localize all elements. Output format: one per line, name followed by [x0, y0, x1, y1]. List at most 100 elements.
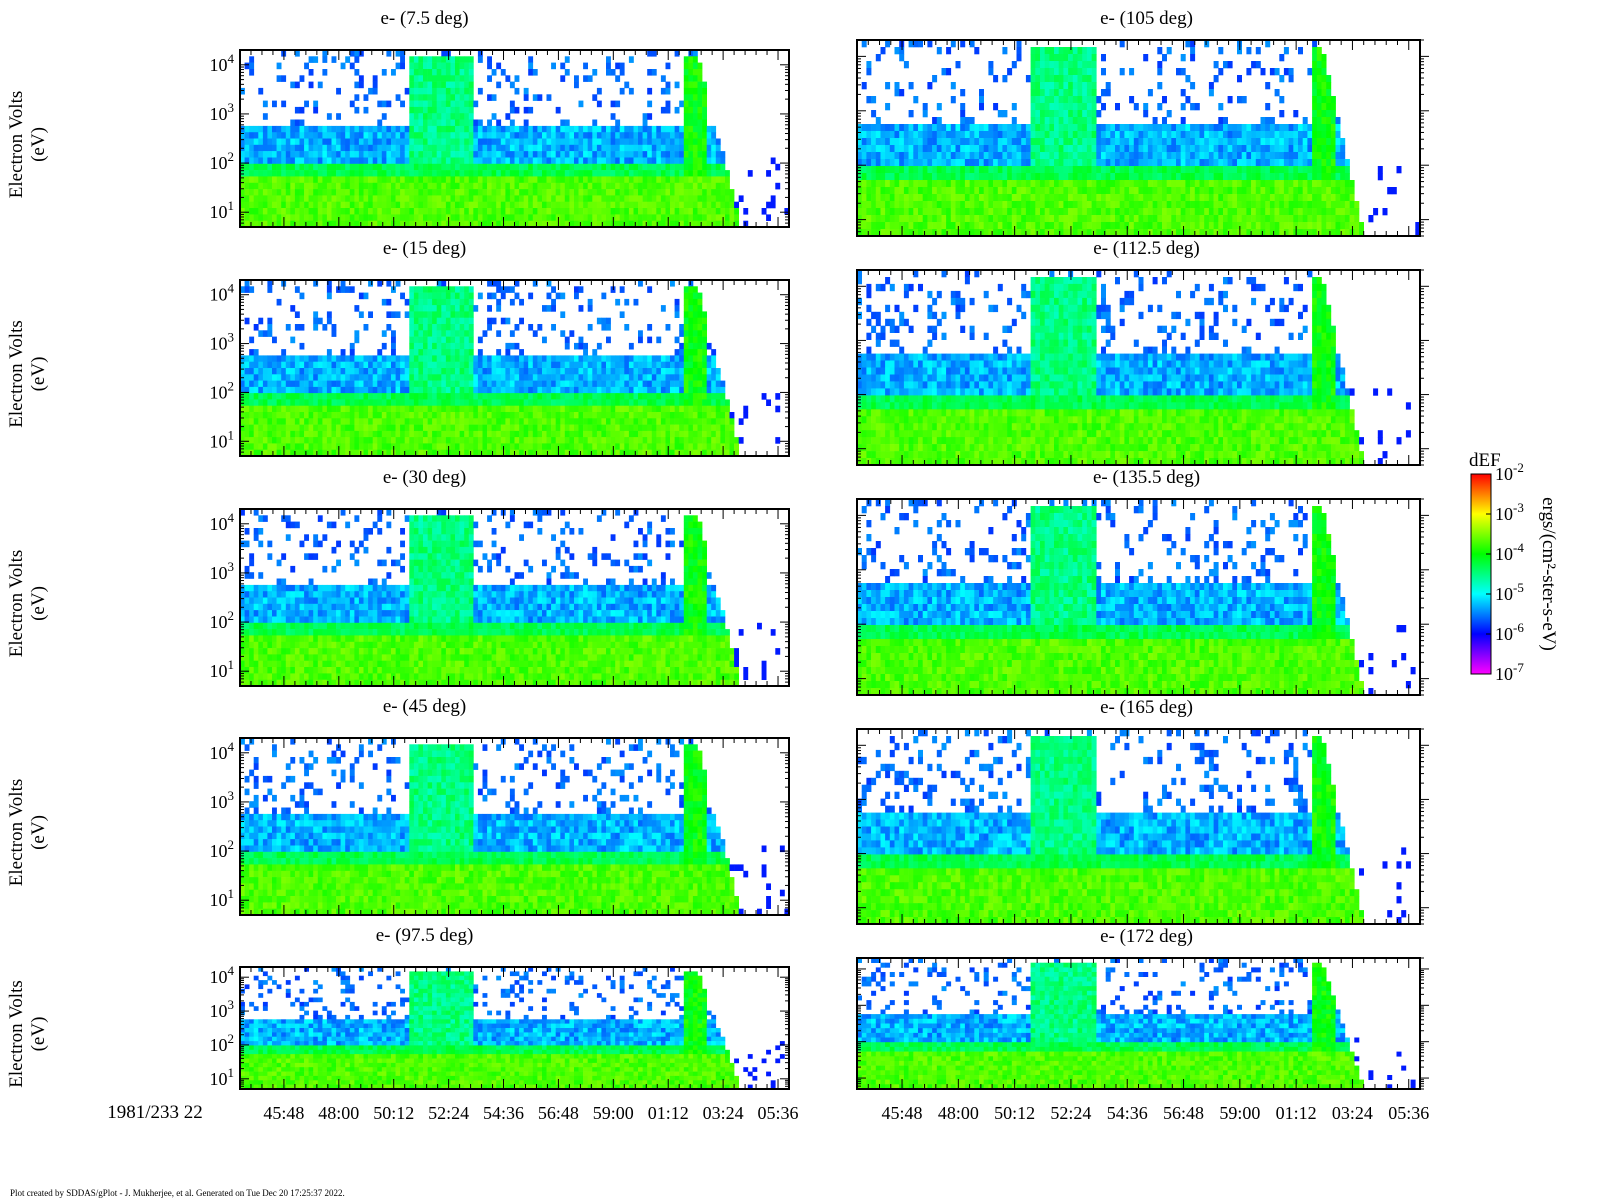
- heatmap-cell: [656, 195, 662, 202]
- heatmap-cell: [537, 182, 543, 190]
- heatmap-cell: [423, 119, 428, 127]
- heatmap-cell: [692, 298, 698, 306]
- heatmap-cell: [294, 610, 300, 617]
- heatmap-cell: [285, 424, 291, 432]
- heatmap-cell: [418, 163, 424, 171]
- heatmap-cell: [683, 201, 689, 209]
- heatmap-cell: [633, 195, 639, 202]
- heatmap-cell: [386, 138, 392, 146]
- heatmap-cell: [455, 113, 460, 120]
- heatmap-cell: [354, 163, 360, 171]
- heatmap-cell: [349, 368, 355, 375]
- heatmap-cell: [395, 430, 401, 438]
- heatmap-cell: [377, 220, 383, 227]
- heatmap-cell: [569, 424, 575, 432]
- heatmap-cell: [555, 151, 561, 158]
- heatmap-cell: [606, 157, 611, 165]
- heatmap-cell: [596, 355, 602, 362]
- heatmap-cell: [253, 189, 259, 196]
- heatmap-cell: [528, 189, 534, 196]
- heatmap-cell: [441, 132, 447, 139]
- heatmap-cell: [381, 144, 387, 152]
- heatmap-cell: [464, 182, 470, 190]
- heatmap-cell: [450, 424, 456, 432]
- heatmap-cell: [285, 399, 291, 406]
- heatmap-cell: [345, 418, 351, 425]
- heatmap-cell: [496, 405, 502, 413]
- heatmap-cell: [432, 125, 437, 133]
- heatmap-cell: [450, 138, 456, 146]
- heatmap-cell: [711, 424, 717, 432]
- heatmap-cell: [542, 424, 547, 432]
- heatmap-cell: [670, 449, 675, 456]
- heatmap-cell: [482, 151, 488, 158]
- heatmap-cell: [679, 189, 685, 196]
- heatmap-cell: [345, 393, 351, 400]
- heatmap-cell: [445, 405, 451, 413]
- heatmap-cell: [692, 349, 698, 356]
- heatmap-cell: [331, 151, 337, 158]
- heatmap-cell: [441, 424, 447, 432]
- heatmap-cell: [244, 641, 250, 649]
- heatmap-cell: [427, 69, 433, 76]
- heatmap-cell: [455, 305, 460, 312]
- heatmap-cell: [304, 437, 309, 444]
- heatmap-cell: [358, 157, 364, 165]
- heatmap-cell: [711, 189, 717, 196]
- heatmap-cell: [720, 386, 726, 394]
- heatmap-cell: [692, 368, 698, 375]
- heatmap-cell: [240, 380, 245, 388]
- heatmap-cell: [560, 220, 566, 227]
- heatmap-cell: [413, 393, 419, 400]
- heatmap-cell: [606, 317, 611, 325]
- heatmap-cell: [683, 374, 689, 381]
- heatmap-cell: [688, 106, 694, 114]
- heatmap-cell: [487, 386, 492, 394]
- heatmap-cell: [720, 418, 726, 425]
- heatmap-cell: [322, 430, 328, 438]
- heatmap-cell: [285, 616, 291, 624]
- heatmap-cell: [294, 679, 300, 686]
- heatmap-cell: [244, 393, 250, 400]
- heatmap-cell: [413, 81, 419, 89]
- heatmap-cell: [491, 189, 497, 196]
- heatmap-cell: [496, 386, 502, 394]
- heatmap-cell: [459, 324, 465, 331]
- heatmap-cell: [459, 355, 465, 362]
- heatmap-cell: [253, 132, 259, 139]
- heatmap-cell: [464, 151, 470, 158]
- heatmap-cell: [519, 298, 524, 306]
- heatmap-cell: [253, 449, 259, 456]
- heatmap-cell: [702, 412, 707, 419]
- heatmap-cell: [317, 144, 323, 152]
- heatmap-cell: [542, 443, 547, 450]
- heatmap-cell: [262, 330, 268, 337]
- heatmap-cell: [413, 292, 419, 300]
- heatmap-cell: [491, 220, 497, 227]
- heatmap-cell: [326, 220, 332, 227]
- heatmap-cell: [445, 368, 451, 375]
- heatmap-cell: [473, 214, 479, 221]
- heatmap-cell: [537, 399, 543, 406]
- heatmap-cell: [253, 380, 259, 388]
- heatmap-cell: [738, 418, 744, 425]
- heatmap-cell: [450, 405, 456, 413]
- heatmap-cell: [683, 106, 689, 114]
- heatmap-cell: [683, 412, 689, 419]
- heatmap-cell: [702, 393, 707, 400]
- heatmap-cell: [587, 324, 593, 331]
- heatmap-cell: [244, 151, 250, 158]
- heatmap-cell: [587, 176, 593, 183]
- heatmap-cell: [555, 393, 561, 400]
- heatmap-cell: [610, 361, 616, 369]
- heatmap-cell: [436, 374, 442, 381]
- heatmap-cell: [423, 138, 428, 146]
- heatmap-cell: [697, 157, 703, 165]
- heatmap-cell: [702, 368, 707, 375]
- heatmap-cell: [249, 355, 255, 362]
- heatmap-cell: [240, 176, 245, 183]
- heatmap-cell: [601, 157, 607, 165]
- heatmap-cell: [546, 368, 552, 375]
